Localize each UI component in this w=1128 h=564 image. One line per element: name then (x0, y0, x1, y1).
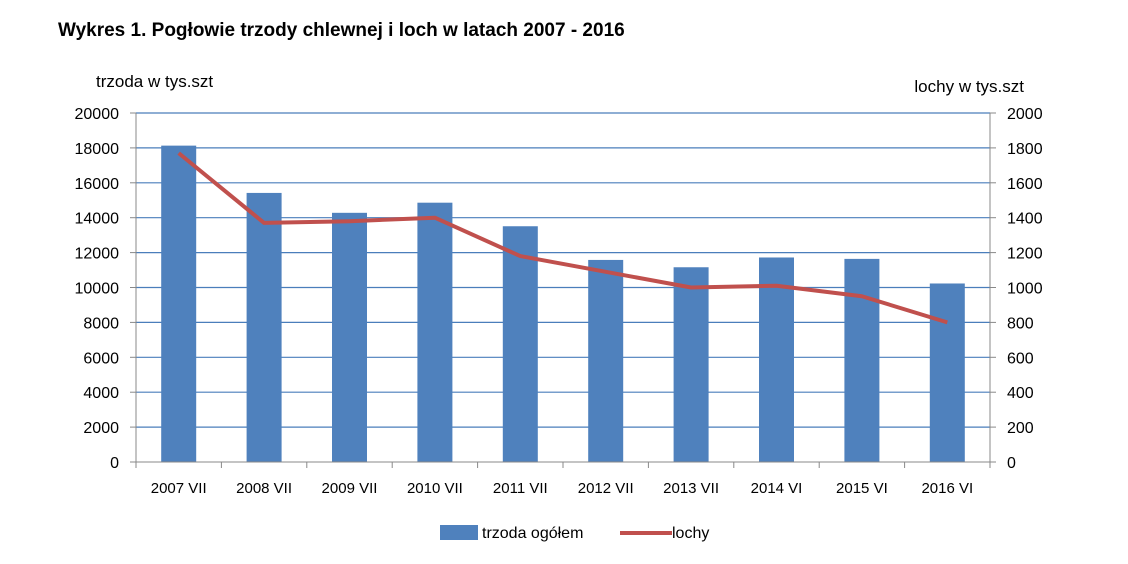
y-tick-label-right: 1200 (1007, 246, 1043, 263)
x-tick-label: 2007 VII (151, 480, 207, 497)
y-tick-label-left: 8000 (83, 315, 119, 332)
y-tick-label-left: 14000 (75, 211, 120, 228)
y-tick-label-right: 600 (1007, 350, 1034, 367)
y-tick-label-left: 10000 (75, 281, 120, 298)
bar (673, 267, 709, 462)
bar (929, 283, 965, 462)
x-tick-labels: 2007 VII 2008 VII 2009 VII 2010 VII 2011 VII… (151, 480, 973, 497)
y-tick-label-left: 6000 (83, 350, 119, 367)
bar (332, 212, 367, 462)
y-tick-label-left: 20000 (75, 106, 120, 123)
legend: trzoda ogółem lochy (440, 525, 709, 542)
x-tick-label: 2011 VII (493, 480, 548, 497)
y-axis-right-label: lochy w tys.szt (914, 77, 1024, 96)
x-tick-label: 2008 VII (236, 480, 292, 497)
bar (246, 192, 282, 462)
y-ticks-right: 0 200 400 600 800 1000 1200 1400 1600 1800 2000 (1007, 106, 1043, 472)
bar (588, 259, 624, 462)
x-tick-label: 2012 VII (578, 480, 634, 497)
axes (130, 112, 996, 468)
y-axis-left-label: trzoda w tys.szt (96, 72, 213, 91)
bar (844, 258, 880, 462)
bar-series (161, 145, 965, 462)
chart-title: Wykres 1. Pogłowie trzody chlewnej i loc… (58, 20, 625, 41)
x-tick-label: 2014 VI (751, 480, 803, 497)
legend-swatch-bars (440, 525, 478, 540)
series-line (177, 151, 948, 325)
y-tick-label-right: 1000 (1007, 281, 1043, 298)
legend-label-bars: trzoda ogółem (482, 525, 583, 542)
y-tick-label-left: 16000 (75, 176, 120, 193)
legend-label-line: lochy (672, 525, 709, 542)
bar (759, 257, 794, 462)
x-tick-label: 2015 VI (836, 480, 888, 497)
bar (502, 226, 538, 462)
line-series (177, 151, 948, 325)
y-tick-label-left: 4000 (83, 385, 119, 402)
y-tick-label-right: 1800 (1007, 141, 1043, 158)
x-tick-label: 2016 VI (921, 480, 973, 497)
y-tick-label-right: 800 (1007, 315, 1034, 332)
bar (417, 202, 453, 462)
bar (161, 145, 197, 462)
y-tick-label-left: 12000 (75, 246, 120, 263)
y-tick-label-right: 0 (1007, 455, 1016, 472)
y-tick-label-right: 2000 (1007, 106, 1043, 123)
y-ticks-left: 0 2000 4000 6000 8000 10000 12000 14000 16000 180… (75, 106, 120, 472)
y-tick-label-left: 18000 (75, 141, 120, 158)
x-tick-label: 2013 VII (663, 480, 719, 497)
x-tick-label: 2009 VII (322, 480, 378, 497)
y-tick-label-left: 0 (110, 455, 119, 472)
x-tick-label: 2010 VII (407, 480, 463, 497)
y-tick-label-right: 1600 (1007, 176, 1043, 193)
y-tick-label-left: 2000 (83, 420, 119, 437)
y-tick-label-right: 200 (1007, 420, 1034, 437)
y-tick-label-right: 400 (1007, 385, 1034, 402)
y-tick-label-right: 1400 (1007, 211, 1043, 228)
